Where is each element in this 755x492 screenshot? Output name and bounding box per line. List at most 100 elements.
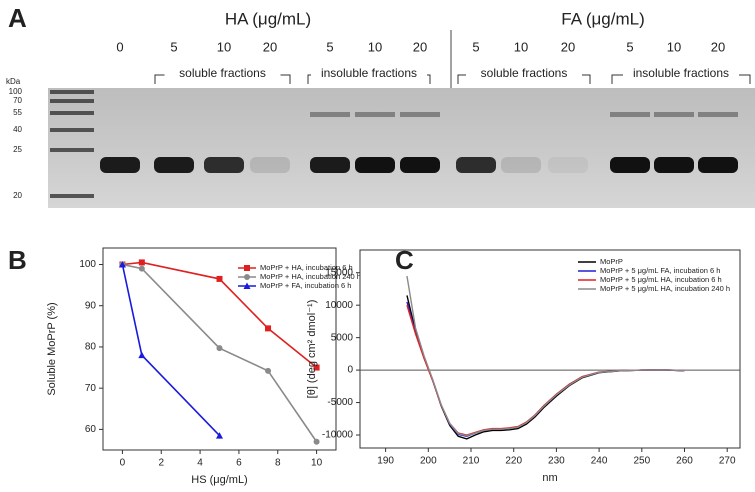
ladder-band [50,128,94,132]
lane-label: 5 [170,39,177,54]
protein-band [610,157,650,173]
x-tick-label: 220 [505,456,522,467]
gel-image [48,88,755,208]
x-tick-label: 240 [591,456,608,467]
protein-band [698,157,738,173]
marker [313,438,320,445]
plot-frame [359,249,741,449]
fraction-label: soluble fractions [481,66,568,80]
y-tick-label: 80 [85,342,97,353]
marker [118,260,126,268]
protein-band [400,157,440,173]
faint-band [654,112,694,117]
faint-band [355,112,395,117]
faint-band [698,112,738,117]
lane-label: 0 [116,39,123,54]
series-line [406,275,685,437]
legend-label: MoPrP + 5 μg/mL FA, incubation 6 h [600,266,720,275]
x-axis-label: HS (μg/mL) [191,474,247,486]
protein-band [456,157,496,173]
ladder-label: 70 [13,96,22,105]
x-tick-label: 0 [120,458,126,469]
protein-band [100,157,140,173]
x-tick-label: 260 [676,456,693,467]
lane-label: 10 [217,39,231,54]
x-tick-label: 210 [463,456,480,467]
x-tick-label: 200 [420,456,437,467]
y-axis-label: [θ] (deg cm² dmol⁻¹) [306,300,318,399]
protein-band [310,157,350,173]
marker [216,345,223,352]
legend-label: MoPrP + HA, incubation 240 h [260,272,361,281]
ladder-band [50,194,94,198]
y-tick-label: 70 [85,383,97,394]
legend-label: MoPrP + FA, incubation 6 h [260,281,351,290]
series-line [122,263,318,443]
marker [138,265,145,272]
lane-label: 10 [514,39,528,54]
series-line [121,264,221,437]
y-tick-label: -10000 [322,430,354,441]
bracket-gap [164,68,281,80]
x-tick-label: 270 [719,456,736,467]
ladder-label: 25 [13,145,22,154]
fraction-label: insoluble fractions [321,66,417,80]
marker [138,259,145,266]
series-line [406,301,685,438]
x-tick-label: 230 [548,456,565,467]
bracket-gap [623,68,739,80]
group-title: FA (μg/mL) [561,9,644,28]
marker [265,325,272,332]
ladder-band [50,99,94,103]
marker [216,275,223,282]
faint-band [610,112,650,117]
lane-label: 20 [711,39,725,54]
ladder-label: 100 [9,87,23,96]
y-tick-label: 10000 [325,300,353,311]
protein-band [355,157,395,173]
marker [244,274,250,280]
protein-band [548,157,588,173]
lane-label: 20 [413,39,427,54]
lane-label: 5 [626,39,633,54]
x-tick-label: 10 [311,458,323,469]
y-tick-label: 0 [347,365,353,376]
faint-band [310,112,350,117]
ladder-label: 55 [13,108,22,117]
y-tick-label: 100 [79,259,96,270]
plot-frame [102,247,337,451]
y-axis-label: Soluble MoPrP (%) [46,302,58,395]
x-tick-label: 4 [197,458,203,469]
y-tick-label: 60 [85,424,97,435]
ladder-label: 20 [13,191,22,200]
protein-band [204,157,244,173]
x-tick-label: 8 [275,458,281,469]
legend-label: MoPrP + 5 μg/mL HA, incubation 240 h [600,284,730,293]
x-tick-label: 190 [377,456,394,467]
marker [265,367,272,374]
x-tick-label: 6 [236,458,242,469]
fraction-label: insoluble fractions [633,66,729,80]
legend-label: MoPrP [600,257,623,266]
lane-label: 10 [368,39,382,54]
x-tick-label: 2 [158,458,164,469]
bracket-gap [311,68,427,80]
lane-label: 20 [263,39,277,54]
series-line [406,295,685,440]
x-axis-label: nm [542,472,557,484]
group-title: HA (μg/mL) [225,9,311,28]
x-tick-label: 250 [633,456,650,467]
protein-band [250,157,290,173]
y-tick-label: -5000 [327,397,353,408]
y-tick-label: 15000 [325,267,353,278]
ladder-band [50,148,94,152]
lane-label: 5 [472,39,479,54]
faint-band [400,112,440,117]
ladder-band [50,90,94,94]
panel-label: C [395,245,414,275]
protein-band [154,157,194,173]
y-tick-label: 5000 [331,332,354,343]
marker [313,364,320,371]
lane-label: 10 [667,39,681,54]
